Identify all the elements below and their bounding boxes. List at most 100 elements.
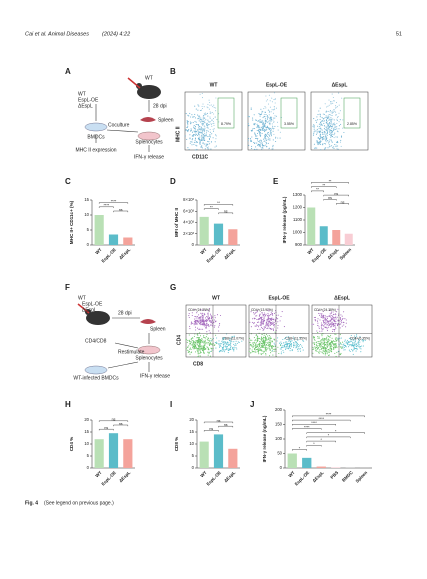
x-tick-label: WT [306,247,315,256]
flow-dot [268,335,270,337]
flow-dot [267,309,269,311]
flow-dot [333,317,336,319]
flow-dot [197,339,199,341]
flow-dot [261,345,263,347]
flow-dot [329,336,331,338]
flow-dot [288,348,290,350]
flow-dot [359,346,362,348]
flow-dot [319,132,321,134]
flow-dot [208,325,210,328]
flow-dot [201,127,203,129]
flow-dot [271,148,273,150]
flow-dot [319,330,321,332]
flow-dot [339,119,341,121]
flow-dot [337,319,339,321]
flow-dot [228,344,230,346]
flow-dot [264,123,266,125]
flow-dot [222,343,225,345]
flow-dot [226,347,228,349]
flow-dot [193,345,195,347]
flow-dot [324,125,326,127]
flow-dot [272,119,274,121]
sig-label: ns [328,196,332,200]
flow-dot [266,121,268,123]
flow-dot [199,115,201,117]
flow-dot [350,334,352,337]
flow-dot [202,122,204,124]
flow-dot [324,326,326,328]
flow-dot [269,342,271,344]
flow-dot [340,135,343,137]
flow-dot [200,346,202,348]
flow-dot [259,141,261,143]
flow-dot [317,345,319,347]
flow-dot [187,339,189,341]
flow-dot [237,341,239,343]
flow-dot [321,124,323,126]
flow-dot [207,324,209,326]
flow-dot [234,343,236,345]
gate-percent: 8.79% [221,122,231,126]
flow-dot [254,347,256,349]
flow-dot [334,123,336,125]
flow-dot [200,134,202,136]
flow-dot [256,344,258,346]
y-tick-label: 0 [87,242,90,247]
flow-dot [344,339,346,341]
flow-dot [257,328,259,331]
flow-dot [342,345,344,347]
flow-box [247,91,306,151]
flow-dot [353,348,356,350]
flow-dot [264,134,266,136]
flow-dot [197,323,199,325]
caption-label: Fig. 4 [25,500,38,506]
flow-dot [317,332,319,334]
flow-dot [194,140,196,142]
flow-dot [337,337,339,339]
flow-dot [255,311,257,313]
flow-dot [317,125,319,127]
flow-dot [315,121,318,123]
flow-dot [332,118,334,120]
flow-dot [342,317,344,320]
flow-dot [358,343,360,346]
flow-dot [331,101,333,103]
sig-bracket [323,194,349,197]
flow-dot [198,117,200,119]
flow-dot [256,319,258,321]
flow-dot [277,321,279,323]
flow-dot [326,339,328,341]
flow-dot [336,141,338,143]
flow-dot [337,148,339,150]
flow-dot [271,346,273,348]
flow-dot [343,324,345,326]
flow-dot [209,342,211,344]
sig-label: * [335,429,337,433]
flow-dot [326,121,328,123]
flow-dot [252,347,254,349]
flow-dot [195,134,197,136]
flow-dot [208,352,210,354]
flow-dot [316,128,318,130]
flow-dot [200,146,202,149]
flow-dot [333,347,335,349]
flow-dot [189,347,192,349]
flow-dot [315,345,318,347]
flow-dot [203,347,205,349]
flow-dot [204,313,206,316]
flow-dot [203,352,205,354]
flow-dot [261,319,263,321]
flow-dot [194,326,197,328]
flow-dot [264,126,266,128]
flow-dot [238,341,240,344]
flow-dot [260,325,262,327]
flow-dot [216,314,219,316]
flow-dot [329,109,331,112]
flow-dot [341,315,343,317]
flow-dot [209,104,211,106]
flow-dot [327,124,329,126]
y-tick-label: 15 [84,197,89,202]
flow-dot [322,346,324,348]
sig-label: * [321,438,323,442]
flow-dot [332,147,334,149]
